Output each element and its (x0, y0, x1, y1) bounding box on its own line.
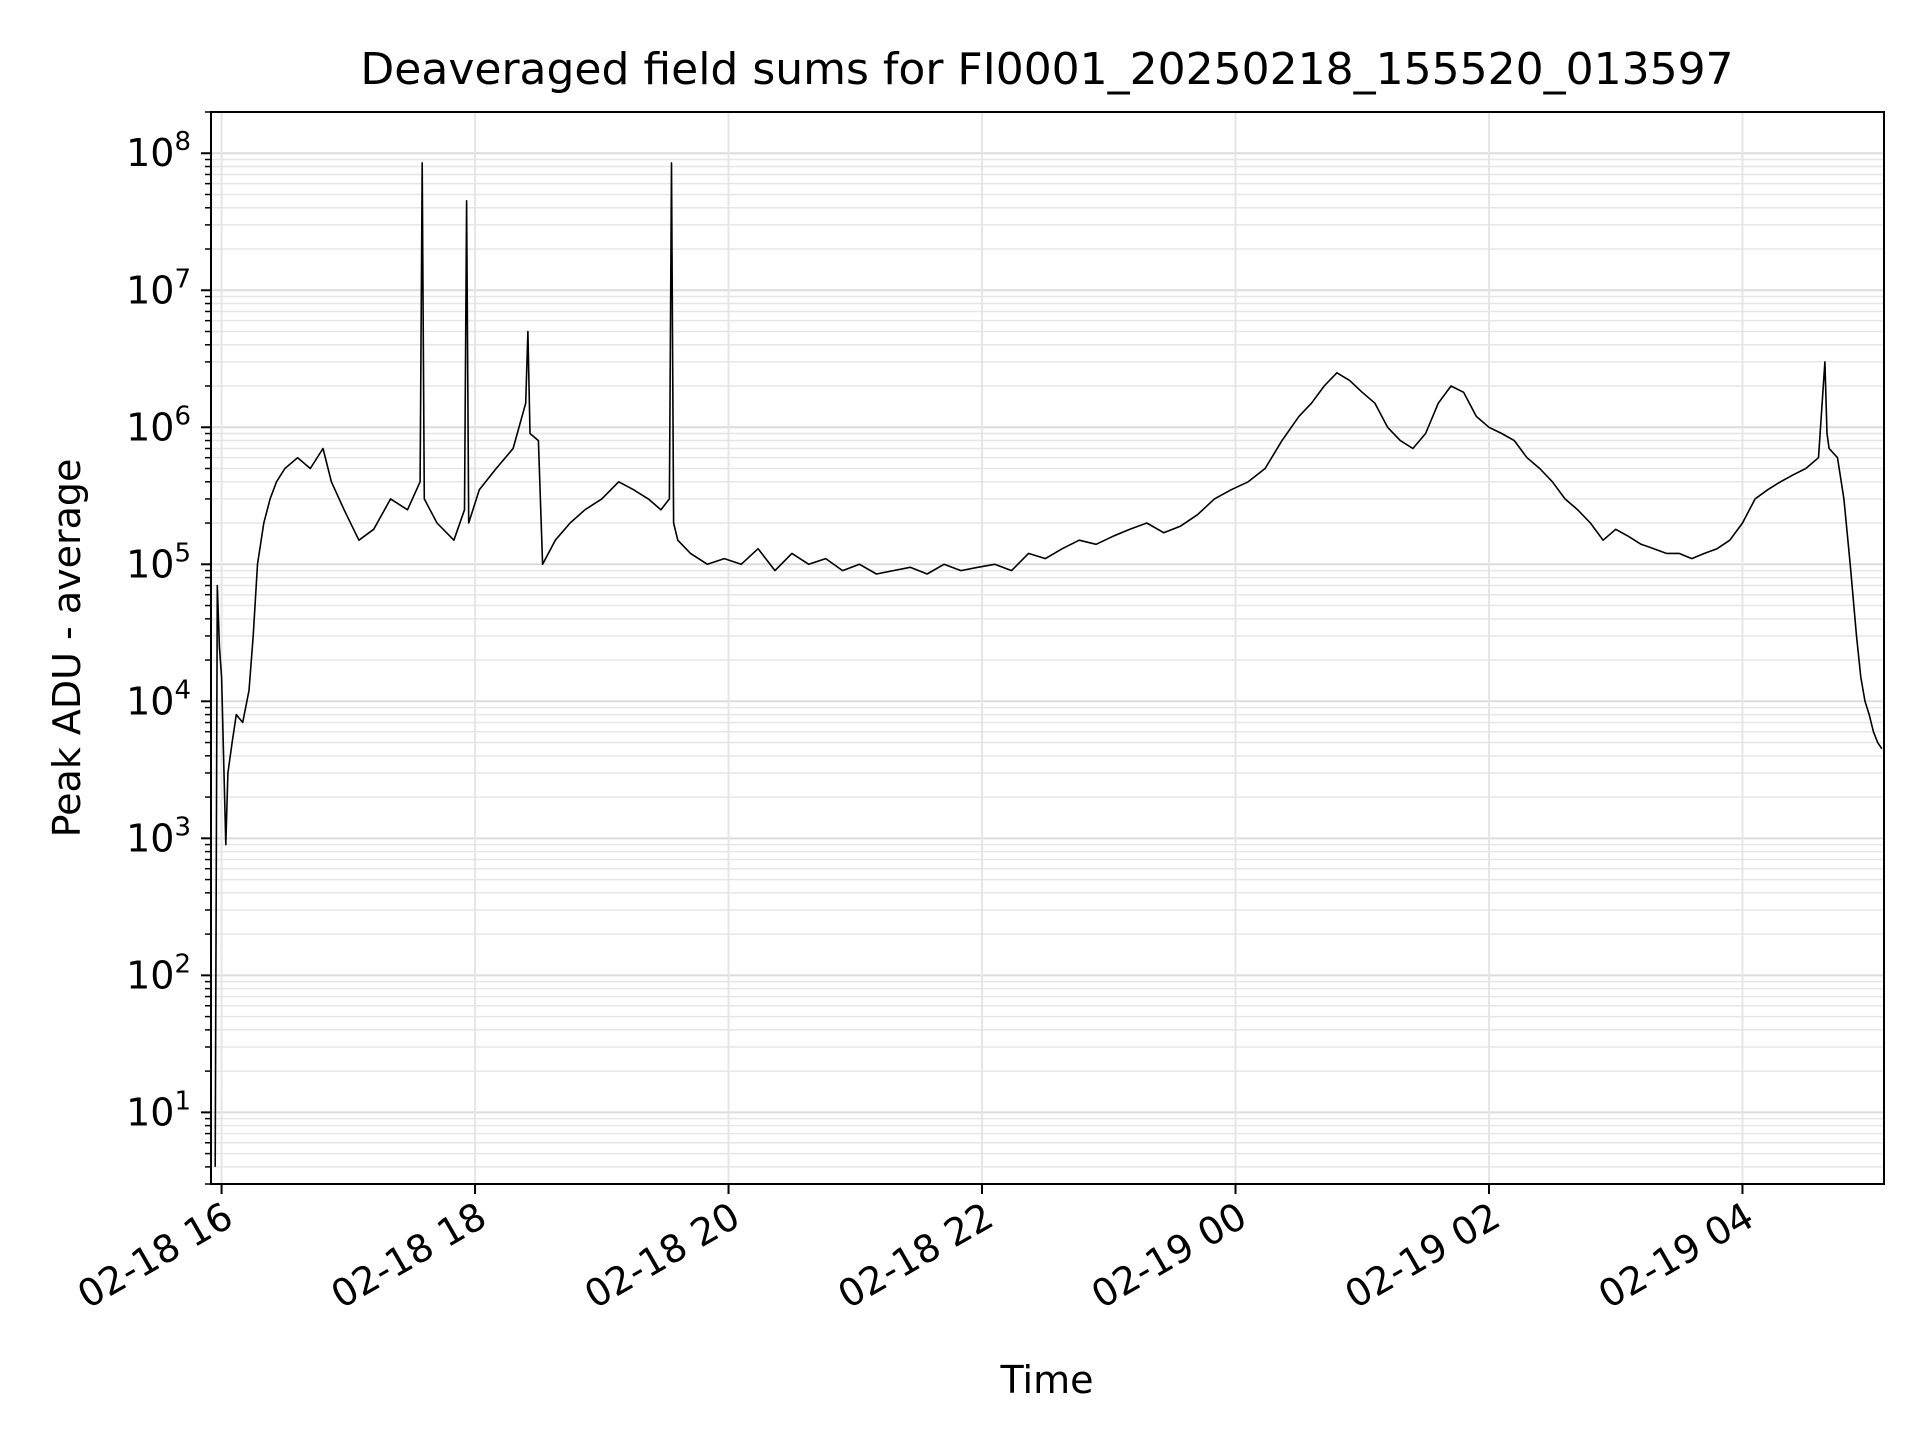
y-tick-label: 101 (126, 1086, 191, 1134)
y-axis-label: Peak ADU - average (45, 459, 89, 838)
grid-lines (211, 111, 1884, 1185)
y-tick-label: 106 (126, 401, 191, 449)
y-tick-label: 108 (126, 127, 191, 175)
series-layer (214, 162, 1883, 1167)
series-line (214, 162, 1883, 1167)
chart-title: Deaveraged field sums for FI0001_2025021… (360, 44, 1733, 95)
y-tick-label: 104 (126, 675, 191, 723)
plot-frame (210, 111, 1885, 1185)
y-tick-label: 102 (126, 949, 191, 997)
y-tick-label: 107 (126, 264, 191, 312)
x-axis-label: Time (1000, 1358, 1094, 1402)
y-tick-label: 103 (126, 812, 191, 860)
y-tick-label: 105 (126, 538, 191, 586)
